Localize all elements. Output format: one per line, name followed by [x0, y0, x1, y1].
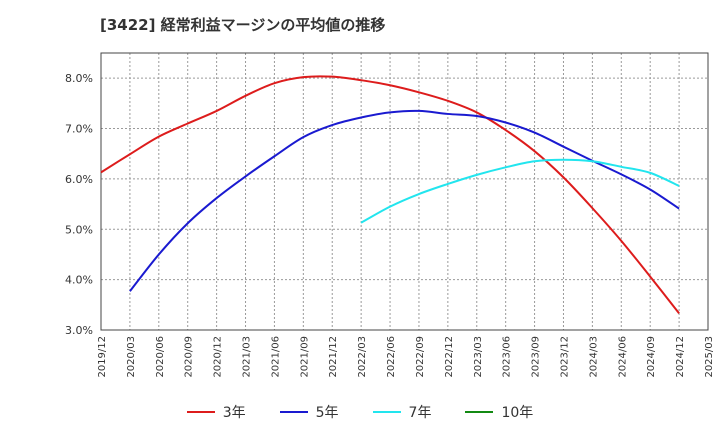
- x-tick-label: 2020/09: [184, 336, 195, 378]
- series-line-1: [129, 109, 680, 292]
- legend-swatch-5y: [279, 411, 308, 413]
- axes: 3.0% 4.0% 5.0% 6.0% 7.0% 8.0% 2019/12 2020/03 20…: [65, 52, 715, 378]
- grid: [101, 53, 708, 330]
- x-tick-label: 2022/03: [357, 336, 368, 378]
- x-tick-label: 2023/12: [559, 336, 570, 378]
- x-tick-label: 2022/06: [386, 336, 397, 378]
- legend-swatch-10y: [465, 411, 494, 413]
- legend-item-7y: 7年: [372, 402, 432, 422]
- y-tick-label: 7.0%: [65, 123, 93, 136]
- x-tick-label: 2021/12: [328, 336, 339, 378]
- legend-label-7y: 7年: [408, 405, 432, 421]
- x-tick-label: 2022/12: [444, 336, 455, 378]
- legend-label-5y: 5年: [315, 405, 339, 421]
- x-tick-label: 2022/09: [415, 336, 426, 378]
- x-tick-label: 2019/12: [97, 336, 108, 378]
- legend-item-5y: 5年: [279, 402, 339, 422]
- x-tick-label: 2020/06: [155, 336, 166, 378]
- legend: 3年 5年 7年 10年: [0, 402, 720, 422]
- x-tick-label: 2020/12: [213, 336, 224, 378]
- series-line-2: [360, 158, 680, 224]
- x-tick-label: 2021/09: [299, 336, 310, 378]
- plot-frame: [100, 52, 709, 331]
- series-lines: [100, 75, 680, 314]
- x-tick-label: 2023/09: [531, 336, 542, 378]
- y-tick-label: 6.0%: [65, 173, 93, 186]
- legend-item-3y: 3年: [186, 402, 246, 422]
- x-tick-label: 2025/03: [704, 336, 715, 378]
- y-tick-label: 8.0%: [65, 72, 93, 85]
- legend-swatch-7y: [372, 411, 401, 413]
- x-tick-label: 2024/03: [588, 336, 599, 378]
- y-tick-label: 3.0%: [65, 324, 93, 337]
- y-tick-label: 4.0%: [65, 274, 93, 287]
- legend-swatch-3y: [186, 411, 215, 413]
- x-tick-label: 2024/12: [675, 336, 686, 378]
- x-tick-label: 2021/06: [270, 336, 281, 378]
- x-tick-label: 2023/06: [502, 336, 513, 378]
- x-tick-label: 2021/03: [242, 336, 253, 378]
- y-tick-label: 5.0%: [65, 223, 93, 236]
- x-tick-label: 2020/03: [126, 336, 137, 378]
- x-tick-label: 2023/03: [473, 336, 484, 378]
- series-line-0: [100, 75, 680, 314]
- x-tick-label: 2024/09: [646, 336, 657, 378]
- legend-item-10y: 10年: [465, 402, 533, 422]
- x-tick-label: 2024/06: [617, 336, 628, 378]
- legend-label-3y: 3年: [222, 405, 246, 421]
- chart-title: [3422] 経常利益マージンの平均値の推移: [100, 16, 386, 34]
- legend-label-10y: 10年: [501, 405, 534, 421]
